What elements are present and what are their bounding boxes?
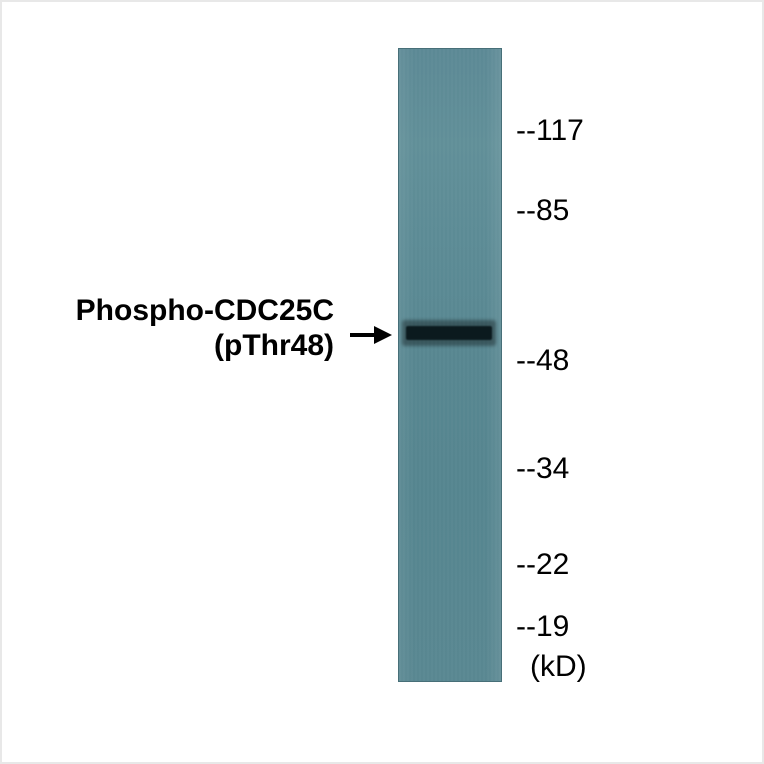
protein-label-line1: Phospho-CDC25C — [76, 294, 334, 327]
marker-34: --34 — [516, 452, 569, 486]
figure-container: Phospho-CDC25C (pThr48) --117 --85 --48 … — [0, 0, 764, 764]
kd-unit-label: (kD) — [530, 650, 587, 684]
blot-lane — [398, 48, 500, 680]
protein-label: Phospho-CDC25C (pThr48) — [76, 294, 334, 363]
marker-22: --22 — [516, 548, 569, 582]
marker-117: --117 — [516, 114, 584, 148]
lane-background — [398, 48, 502, 682]
band-core — [406, 326, 492, 340]
marker-85: --85 — [516, 194, 569, 228]
marker-19: --19 — [516, 610, 569, 644]
protein-label-line2: (pThr48) — [214, 329, 334, 362]
arrow-icon — [348, 324, 392, 346]
marker-48: --48 — [516, 344, 569, 378]
